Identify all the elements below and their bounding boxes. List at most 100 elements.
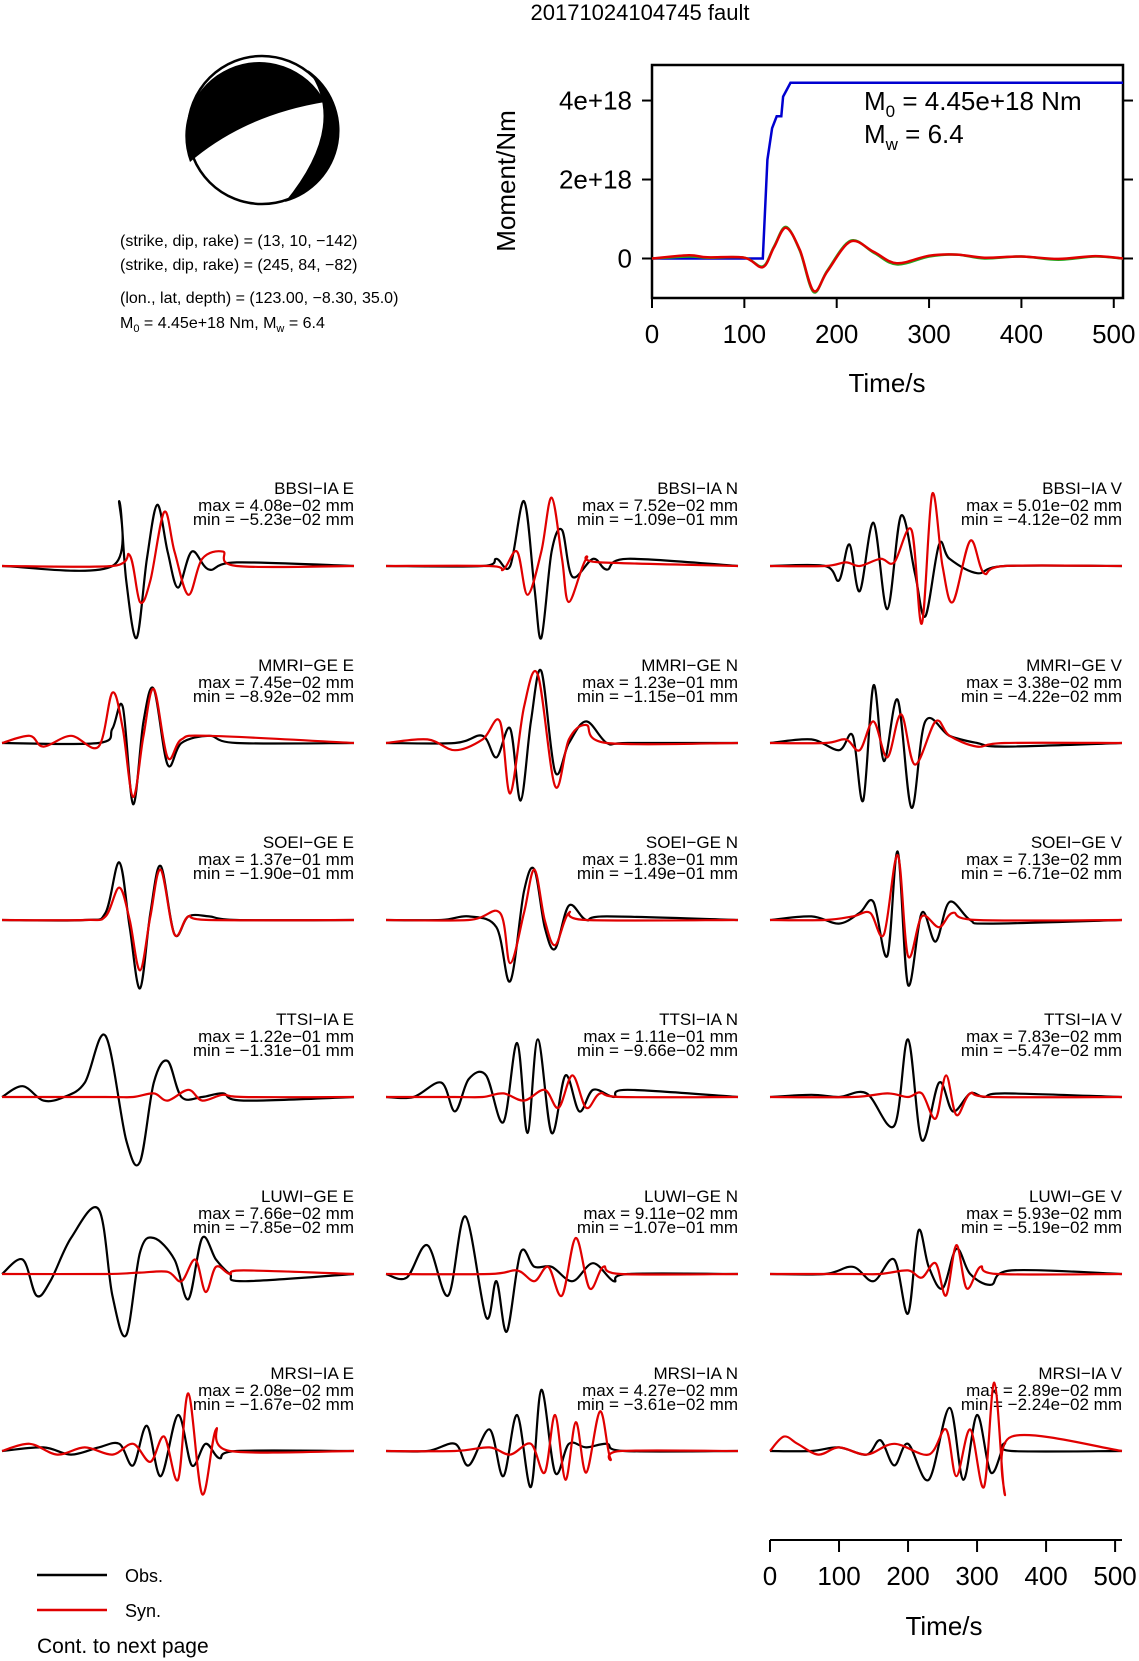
observed-trace <box>1 1206 355 1338</box>
synthetic-trace <box>770 1244 1123 1297</box>
moment-mw-label: Mw = 6.4 <box>864 119 964 154</box>
waveform-max-label: max = 1.37e−01 mm <box>198 850 354 869</box>
moment-y-tick-label: 0 <box>618 244 632 274</box>
waveform-max-label: max = 7.83e−02 mm <box>966 1027 1122 1046</box>
moment-x-tick-label: 500 <box>1092 319 1135 349</box>
waveform-max-label: max = 2.08e−02 mm <box>198 1381 354 1400</box>
observed-trace <box>385 1388 739 1489</box>
legend: Obs. Syn. <box>37 1566 163 1621</box>
nodal-plane-2: (strike, dip, rake) = (245, 84, −82) <box>120 257 357 274</box>
waveform-station-label: TTSI−IA E <box>276 1010 354 1029</box>
waveform-min-label: min = −3.61e−02 mm <box>577 1395 738 1414</box>
waveform-station-label: MRSI−IA V <box>1038 1364 1122 1383</box>
moment-x-tick-label: 300 <box>907 319 950 349</box>
waveform-station-label: MMRI−GE N <box>641 656 738 675</box>
observed-trace <box>385 866 739 983</box>
waveform-station-label: SOEI−GE N <box>646 833 738 852</box>
waveform-min-label: min = −1.90e−01 mm <box>193 864 354 883</box>
waveform-min-label: min = −1.07e−01 mm <box>577 1218 738 1237</box>
legend-obs-label: Obs. <box>125 1566 163 1586</box>
waveform-station-label: TTSI−IA N <box>659 1010 738 1029</box>
observed-trace <box>1 1033 355 1167</box>
waveform-station-label: BBSI−IA E <box>274 479 354 498</box>
waveform-station-label: BBSI−IA N <box>657 479 738 498</box>
waveform-max-label: max = 7.45e−02 mm <box>198 673 354 692</box>
synthetic-trace <box>1 687 355 799</box>
waveform-station-label: TTSI−IA V <box>1044 1010 1123 1029</box>
waveform-station-label: MRSI−IA N <box>653 1364 738 1383</box>
hypocenter-location: (lon., lat, depth) = (123.00, −8.30, 35.… <box>120 290 398 307</box>
synthetic-trace <box>385 1236 739 1297</box>
waveform-max-label: max = 7.13e−02 mm <box>966 850 1122 869</box>
waveform-min-label: min = −1.09e−01 mm <box>577 510 738 529</box>
waveform-max-label: max = 3.38e−02 mm <box>966 673 1122 692</box>
synthetic-trace <box>769 492 1123 625</box>
waveform-max-label: max = 5.93e−02 mm <box>966 1204 1122 1223</box>
waveform-min-label: min = −5.47e−02 mm <box>961 1041 1122 1060</box>
waveform-min-label: min = −4.12e−02 mm <box>961 510 1122 529</box>
waveform-x-tick-label: 100 <box>817 1561 860 1591</box>
synthetic-trace <box>769 854 1123 959</box>
waveform-max-label: max = 4.08e−02 mm <box>198 496 354 515</box>
observed-trace <box>769 514 1123 618</box>
waveform-min-label: min = −1.15e−01 mm <box>577 687 738 706</box>
synthetic-trace <box>1 510 355 604</box>
waveform-max-label: max = 1.83e−01 mm <box>582 850 738 869</box>
synthetic-trace <box>385 868 739 965</box>
moment-series-0 <box>652 81 1123 260</box>
observed-trace <box>769 684 1123 809</box>
observed-trace <box>769 1228 1123 1315</box>
waveform-min-label: min = −1.31e−01 mm <box>193 1041 354 1060</box>
waveform-x-tick-label: 0 <box>763 1561 777 1591</box>
waveform-x-tick-label: 400 <box>1024 1561 1067 1591</box>
waveform-min-label: min = −4.22e−02 mm <box>961 687 1122 706</box>
waveform-min-label: min = −1.49e−01 mm <box>577 864 738 883</box>
waveform-station-label: LUWI−GE N <box>644 1187 738 1206</box>
waveform-station-label: BBSI−IA V <box>1042 479 1123 498</box>
synthetic-trace <box>2 1088 355 1102</box>
waveform-x-axis-label: Time/s <box>905 1611 982 1641</box>
beachball-icon <box>185 54 340 206</box>
waveform-x-tick-label: 200 <box>886 1561 929 1591</box>
waveform-min-label: min = −9.66e−02 mm <box>577 1041 738 1060</box>
synthetic-trace <box>769 713 1123 766</box>
waveform-station-label: SOEI−GE E <box>263 833 354 852</box>
observed-trace <box>769 1406 1123 1482</box>
waveform-station-label: LUWI−GE E <box>261 1187 354 1206</box>
observed-trace <box>385 1038 739 1135</box>
synthetic-trace <box>385 1410 739 1481</box>
moment-plot-frame <box>650 63 1125 300</box>
moment-series-2 <box>651 226 1124 293</box>
waveform-max-label: max = 1.11e−01 mm <box>583 1027 738 1046</box>
moment-x-tick-label: 400 <box>1000 319 1043 349</box>
synthetic-trace <box>1 868 355 972</box>
waveform-min-label: min = −6.71e−02 mm <box>961 864 1122 883</box>
moment-m0-label: M0 = 4.45e+18 Nm <box>864 86 1082 121</box>
legend-syn-label: Syn. <box>125 1601 161 1621</box>
waveform-min-label: min = −7.85e−02 mm <box>193 1218 354 1237</box>
waveform-max-label: max = 7.66e−02 mm <box>198 1204 354 1223</box>
moment-y-tick-label: 4e+18 <box>559 86 632 116</box>
moment-y-tick-label: 2e+18 <box>559 165 632 195</box>
waveform-min-label: min = −1.67e−02 mm <box>193 1395 354 1414</box>
moment-x-axis-label: Time/s <box>848 368 925 398</box>
waveform-min-label: min = −8.92e−02 mm <box>193 687 354 706</box>
observed-trace <box>1 1413 355 1478</box>
waveform-x-tick-label: 500 <box>1093 1561 1136 1591</box>
waveform-max-label: max = 9.11e−02 mm <box>583 1204 738 1223</box>
waveform-min-label: min = −2.24e−02 mm <box>961 1395 1122 1414</box>
